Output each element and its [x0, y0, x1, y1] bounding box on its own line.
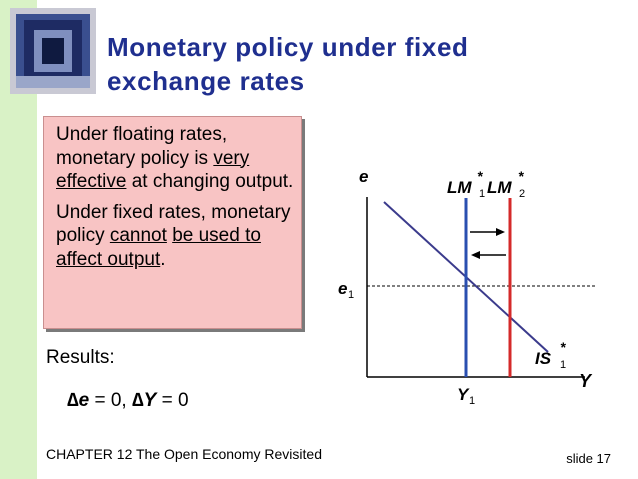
- y1-label: Y: [457, 385, 470, 404]
- results-equation: ∆e = 0, ∆Y = 0: [67, 390, 189, 412]
- callout-very-effective: very effective: [56, 147, 250, 193]
- e-result: = 0,: [89, 390, 132, 411]
- title-line-2: exchange rates: [107, 66, 305, 96]
- callout-cannot: cannot: [109, 225, 167, 246]
- x-axis-label: Y: [579, 371, 593, 391]
- shift-left-arrow: [471, 251, 506, 259]
- lm2-subscript: 2: [519, 188, 525, 200]
- is-star: *: [560, 339, 566, 355]
- y-axis-label: e: [359, 167, 368, 186]
- chapter-footer: CHAPTER 12 The Open Economy Revisited: [46, 446, 322, 462]
- callout-fixed-paragraph: Under fixed rates, monetary policy canno…: [56, 201, 295, 272]
- lm1-label: LM: [447, 178, 472, 197]
- callout-floating-text-1: Under floating rates, monetary policy is: [56, 124, 228, 169]
- callout-box: Under floating rates, monetary policy is…: [43, 116, 302, 329]
- is-subscript: 1: [560, 359, 566, 371]
- is-label: IS: [535, 349, 552, 368]
- callout-floating-paragraph: Under floating rates, monetary policy is…: [56, 123, 295, 194]
- title-line-1: Monetary policy under fixed: [107, 32, 469, 62]
- callout-period: .: [160, 248, 166, 270]
- e1-subscript: 1: [348, 289, 354, 301]
- callout-fixed-text-1: Under fixed rates, monetary policy: [56, 201, 291, 247]
- e-variable: e: [78, 390, 90, 411]
- y-result: = 0: [156, 390, 189, 411]
- e1-label: e: [338, 279, 347, 298]
- slide-number: slide 17: [566, 451, 611, 466]
- y1-subscript: 1: [469, 395, 475, 407]
- lm2-star: *: [518, 168, 524, 184]
- lm1-subscript: 1: [479, 188, 485, 200]
- shift-right-arrow: [470, 228, 505, 236]
- slide-title: Monetary policy under fixed exchange rat…: [107, 30, 607, 98]
- callout-floating-text-2: at changing output.: [126, 171, 294, 192]
- lm2-label: LM: [487, 178, 512, 197]
- callout-affect-output: be used to affect output: [56, 225, 261, 270]
- results-label: Results:: [46, 347, 115, 368]
- y-variable: Y: [143, 390, 157, 411]
- chapter-logo-icon: [10, 8, 96, 94]
- lm1-star: *: [477, 168, 483, 184]
- delta-y-symbol: ∆: [131, 390, 144, 411]
- delta-e-symbol: ∆: [67, 390, 79, 411]
